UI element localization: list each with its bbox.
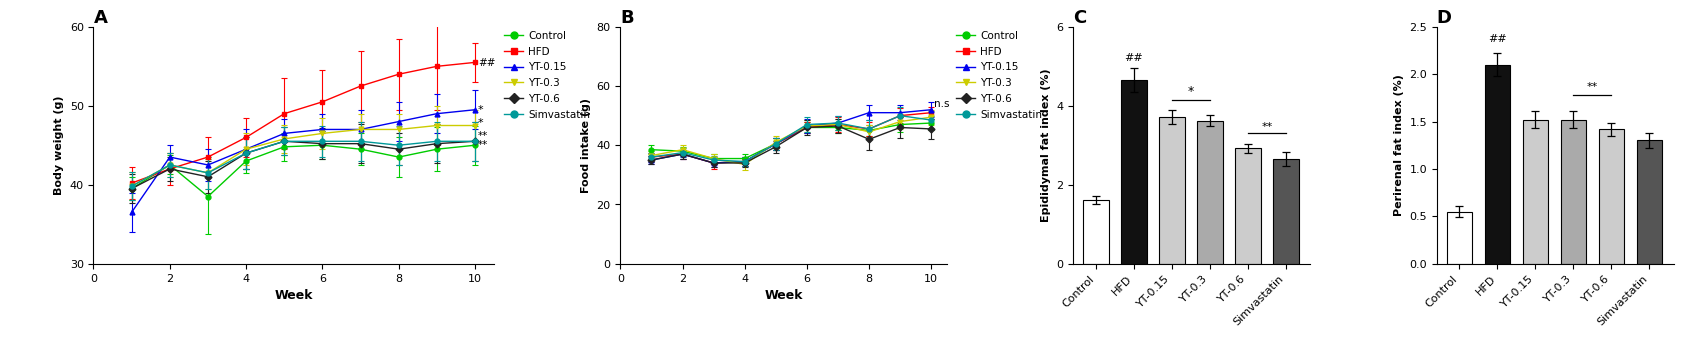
Y-axis label: Perirenal fat index (%): Perirenal fat index (%)	[1393, 74, 1403, 216]
Text: **: **	[1261, 122, 1273, 131]
Bar	[1446, 212, 1471, 264]
Text: *: *	[1188, 85, 1193, 98]
Bar	[1273, 159, 1298, 264]
Text: **: **	[1587, 82, 1597, 92]
Text: A: A	[93, 9, 107, 27]
Text: ##: ##	[1488, 34, 1507, 44]
Y-axis label: Body weight (g): Body weight (g)	[54, 96, 65, 195]
X-axis label: Week: Week	[765, 289, 802, 302]
Bar	[1560, 120, 1585, 264]
Text: **: **	[477, 131, 488, 141]
Text: ##: ##	[477, 57, 496, 68]
Bar	[1599, 129, 1624, 264]
Legend: Control, HFD, YT-0.15, YT-0.3, YT-0.6, Simvastatin: Control, HFD, YT-0.15, YT-0.3, YT-0.6, S…	[955, 30, 1043, 121]
Text: B: B	[620, 9, 634, 27]
Bar	[1196, 121, 1222, 264]
Text: *: *	[477, 105, 484, 115]
X-axis label: Week: Week	[275, 289, 313, 302]
Text: *: *	[477, 118, 484, 128]
Y-axis label: Food intake (g): Food intake (g)	[581, 98, 591, 193]
Text: n.s: n.s	[933, 99, 950, 109]
Y-axis label: Epididymal fat index (%): Epididymal fat index (%)	[1040, 69, 1050, 222]
Bar	[1636, 141, 1662, 264]
Legend: Control, HFD, YT-0.15, YT-0.3, YT-0.6, Simvastatin: Control, HFD, YT-0.15, YT-0.3, YT-0.6, S…	[503, 30, 591, 121]
Bar	[1235, 148, 1261, 264]
Bar	[1159, 117, 1184, 264]
Bar	[1483, 65, 1510, 264]
Text: ##: ##	[1125, 52, 1143, 63]
Bar	[1082, 200, 1108, 264]
Bar	[1522, 120, 1548, 264]
Bar	[1121, 80, 1147, 264]
Text: C: C	[1072, 9, 1086, 27]
Text: D: D	[1436, 9, 1451, 27]
Text: **: **	[477, 140, 488, 150]
